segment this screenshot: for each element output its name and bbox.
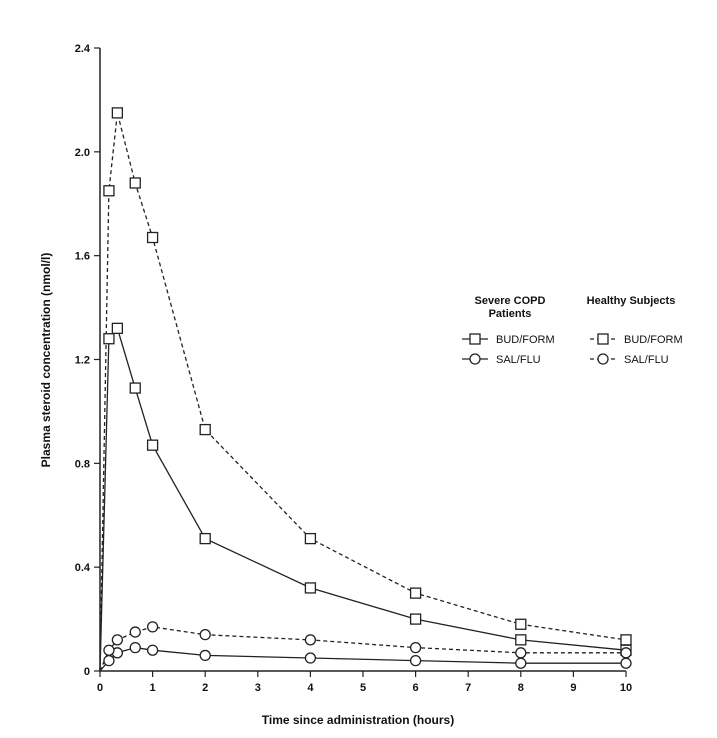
series-line-2 [99,112,627,672]
x-tick-label: 5 [360,682,366,694]
data-point-3-2 [111,634,124,646]
x-axis-title: Time since administration (hours) [262,713,454,727]
x-tick-label: 3 [255,682,261,694]
legend-marker-2 [597,333,609,345]
y-tick-label: 1.6 [75,251,90,263]
data-point-1-7 [409,654,422,667]
data-point-3-1 [103,644,115,656]
legend-marker-1 [469,353,481,365]
legend-header-healthy: Healthy Subjects [587,295,676,307]
x-tick-label: 9 [570,682,576,694]
legend-header-copd-line: Patients [489,308,532,320]
data-point-1-5 [199,649,211,662]
y-tick-label: 2.4 [75,43,91,55]
series-line-3 [99,626,626,672]
data-point-0-1 [103,333,115,345]
x-tick-label: 7 [465,682,471,694]
x-tick-label: 0 [97,682,103,694]
data-point-3-4 [146,621,159,633]
data-point-3-7 [409,641,422,654]
x-tick-label: 4 [307,682,314,694]
data-point-1-3 [129,641,141,654]
data-point-0-7 [409,613,422,625]
legend-header-copd-line: Severe COPD [475,295,546,307]
data-point-3-3 [129,626,141,638]
x-tick-label: 10 [620,682,632,694]
y-tick-label: 1.2 [75,355,90,367]
y-tick-label: 0 [84,666,90,678]
x-tick-label: 2 [202,682,208,694]
legend-label-2: BUD/FORM [624,334,683,346]
data-point-1-8 [515,657,527,669]
data-point-0-4 [146,439,159,451]
data-point-0-6 [304,582,317,594]
data-point-0-3 [129,382,141,394]
legend-marker-0 [469,333,481,345]
x-tick-label: 1 [150,682,156,694]
data-point-2-6 [304,532,317,545]
legend-label-3: SAL/FLU [624,354,669,366]
data-point-0-5 [199,532,211,545]
y-tick-label: 0.8 [75,458,90,470]
y-axis-title: Plasma steroid concentration (nmol/l) [39,253,53,468]
x-tick-label: 8 [518,682,524,694]
x-tick-label: 6 [413,682,419,694]
data-point-3-6 [304,634,317,646]
data-point-2-3 [129,177,141,189]
data-point-2-7 [409,587,422,599]
data-point-2-2 [111,107,124,119]
data-point-1-9 [620,657,632,669]
y-tick-label: 0.4 [75,562,91,574]
data-point-0-8 [515,634,527,646]
data-point-3-8 [515,647,527,659]
markers-layer [103,107,632,669]
axes-layer [94,47,627,677]
data-point-1-4 [146,644,159,656]
legend-layer: Severe COPD Patients Healthy Subjects BUD/F… [462,295,683,366]
legend-label-0: BUD/FORM [496,334,555,346]
data-point-2-9 [620,634,632,646]
data-point-1-6 [304,652,317,664]
data-point-2-4 [146,231,159,244]
data-point-2-5 [199,423,211,436]
legend-label-1: SAL/FLU [496,354,541,366]
legend-header-copd: Severe COPD Patients [475,295,546,320]
legend-marker-3 [597,353,609,365]
series-line-1 [99,646,626,672]
data-point-1-1 [103,654,115,667]
series-line-0 [99,326,627,672]
data-point-2-8 [515,618,527,630]
data-point-3-5 [199,629,211,641]
data-point-0-2 [111,322,124,335]
labels-layer: 0 1 2 3 4 5 6 7 8 9 10 0 0.4 0.8 1.2 1.6 2.0 2.4 Time sinc… [39,43,632,727]
y-tick-label: 2.0 [75,147,90,159]
data-point-3-9 [620,647,632,659]
series-layer [99,112,627,672]
data-point-2-1 [103,185,115,197]
